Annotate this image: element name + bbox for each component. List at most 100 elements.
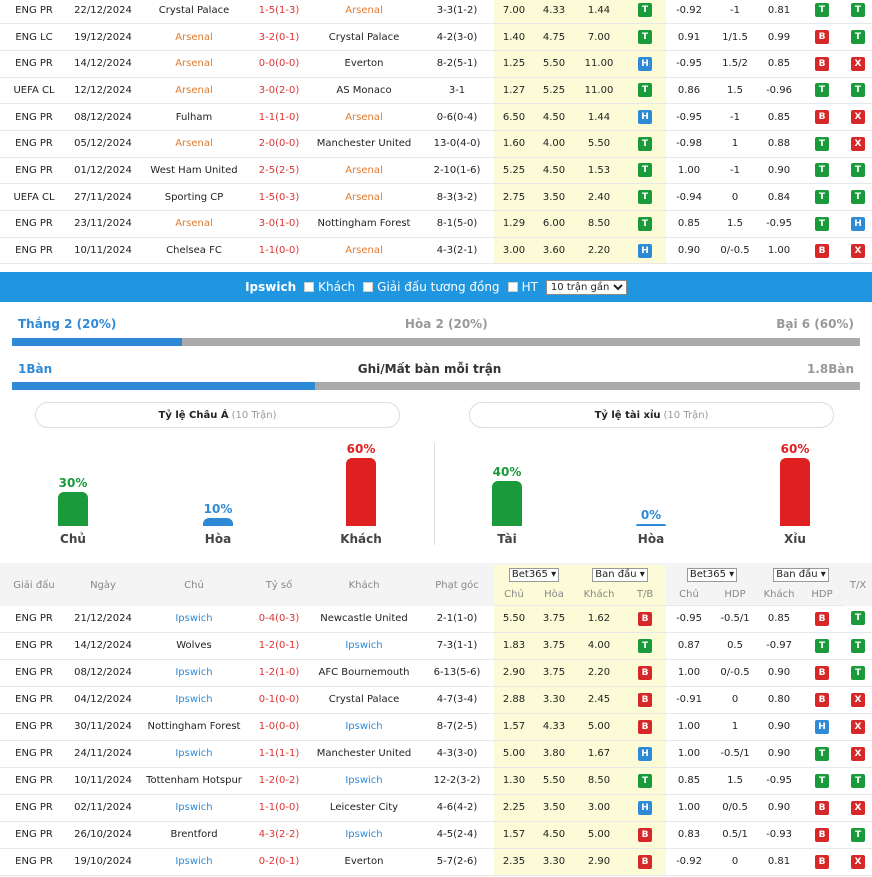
table-row[interactable]: ENG PR 10/11/2024 Tottenham Hotspur 1-2(0-2… <box>0 767 872 795</box>
away-team[interactable]: Everton <box>308 848 420 876</box>
table-row[interactable]: UEFA CL 12/12/2024 Arsenal 3-0(2-0) AS Monac… <box>0 77 872 105</box>
score[interactable]: 1-1(0-0) <box>250 237 308 265</box>
table-row[interactable]: ENG PR 02/11/2024 Ipswich 1-1(0-0) Leicester… <box>0 794 872 822</box>
table-row[interactable]: ENG PR 24/11/2024 Ipswich 1-1(1-1) Mancheste… <box>0 740 872 768</box>
table-row[interactable]: ENG PR 08/12/2024 Fulham 1-1(1-0) Arsenal 0-6… <box>0 103 872 131</box>
home-team[interactable]: Brentford <box>138 821 250 849</box>
bookie-select-1x2[interactable]: Bet365 ▾ <box>508 568 560 582</box>
away-filter[interactable]: Khách <box>304 280 355 294</box>
score[interactable]: 1-5(1-3) <box>250 0 308 25</box>
score[interactable]: 3-0(1-0) <box>250 210 308 238</box>
score[interactable]: 1-2(1-0) <box>250 659 308 687</box>
score[interactable]: 1-1(0-0) <box>250 794 308 822</box>
tx-result: X <box>844 130 872 158</box>
score[interactable]: 0-2(0-1) <box>250 848 308 876</box>
table-row[interactable]: ENG PR 01/12/2024 West Ham United 2-5(2-5) A… <box>0 157 872 185</box>
home-team[interactable]: Arsenal <box>138 210 250 238</box>
away-team[interactable]: Newcastle United <box>308 605 420 633</box>
home-team[interactable]: Wolves <box>138 632 250 660</box>
table-row[interactable]: ENG PR 08/12/2024 Ipswich 1-2(1-0) AFC Bourn… <box>0 659 872 687</box>
tx-badge: X <box>851 243 865 258</box>
home-team[interactable]: Tottenham Hotspur <box>138 767 250 795</box>
away-team[interactable]: AS Monaco <box>308 77 420 105</box>
score[interactable]: 1-1(1-0) <box>250 103 308 131</box>
home-team[interactable]: West Ham United <box>138 157 250 185</box>
tb-badge: B <box>638 611 653 626</box>
score[interactable]: 1-1(1-1) <box>250 740 308 768</box>
away-checkbox[interactable] <box>304 282 315 292</box>
away-team[interactable]: Crystal Palace <box>308 686 420 714</box>
home-team[interactable]: Ipswich <box>138 686 250 714</box>
away-team[interactable]: Arsenal <box>308 0 420 25</box>
away-team[interactable]: Ipswich <box>308 632 420 660</box>
tb-result: B <box>624 713 667 741</box>
home-team[interactable]: Sporting CP <box>138 183 250 211</box>
table-row[interactable]: ENG PR 30/11/2024 Nottingham Forest 1-0(0-0… <box>0 713 872 741</box>
away-team[interactable]: Ipswich <box>308 713 420 741</box>
table-row[interactable]: ENG PR 21/12/2024 Ipswich 0-4(0-3) Newcastle… <box>0 605 872 633</box>
ht-filter[interactable]: HT <box>507 280 538 294</box>
score[interactable]: 0-1(0-0) <box>250 686 308 714</box>
table-row[interactable]: UEFA CL 27/11/2024 Sporting CP 1-5(0-3) Arse… <box>0 183 872 211</box>
score[interactable]: 3-2(0-1) <box>250 23 308 51</box>
initial-select-hdp[interactable]: Ban đầu ▾ <box>773 568 829 582</box>
same-league-checkbox[interactable] <box>363 282 374 292</box>
home-team[interactable]: Fulham <box>138 103 250 131</box>
away-team[interactable]: Everton <box>308 50 420 78</box>
score[interactable]: 2-0(0-0) <box>250 130 308 158</box>
score[interactable]: 0-4(0-3) <box>250 605 308 633</box>
away-team[interactable]: Arsenal <box>308 237 420 265</box>
table-row[interactable]: ENG PR 22/12/2024 Crystal Palace 1-5(1-3) Ar… <box>0 0 872 25</box>
away-team[interactable]: Ipswich <box>308 767 420 795</box>
score[interactable]: 1-5(0-3) <box>250 183 308 211</box>
same-league-filter[interactable]: Giải đấu tương đồng <box>363 280 500 294</box>
table-row[interactable]: ENG PR 26/10/2024 Brentford 4-3(2-2) Ipswich… <box>0 821 872 849</box>
table-row[interactable]: ENG LC 19/12/2024 Arsenal 3-2(0-1) Crystal P… <box>0 23 872 51</box>
table-row[interactable]: ENG PR 19/10/2024 Ipswich 0-2(0-1) Everton 5-… <box>0 848 872 876</box>
home-team[interactable]: Crystal Palace <box>138 0 250 25</box>
home-team[interactable]: Arsenal <box>138 50 250 78</box>
away-team[interactable]: Arsenal <box>308 157 420 185</box>
away-team[interactable]: AFC Bournemouth <box>308 659 420 687</box>
hdp-home: -0.95 <box>666 605 713 633</box>
score[interactable]: 1-2(0-1) <box>250 632 308 660</box>
bookie-select-hdp[interactable]: Bet365 ▾ <box>686 568 738 582</box>
home-team[interactable]: Ipswich <box>138 605 250 633</box>
home-team[interactable]: Ipswich <box>138 659 250 687</box>
score[interactable]: 4-3(2-2) <box>250 821 308 849</box>
home-team[interactable]: Arsenal <box>138 130 250 158</box>
ht-checkbox[interactable] <box>507 282 518 292</box>
table-row[interactable]: ENG PR 05/12/2024 Arsenal 2-0(0-0) Mancheste… <box>0 130 872 158</box>
score[interactable]: 1-0(0-0) <box>250 713 308 741</box>
away-team[interactable]: Ipswich <box>308 821 420 849</box>
table-row[interactable]: ENG PR 10/11/2024 Chelsea FC 1-1(0-0) Arsena… <box>0 237 872 265</box>
score[interactable]: 1-2(0-2) <box>250 767 308 795</box>
home-team[interactable]: Ipswich <box>138 740 250 768</box>
home-team[interactable]: Chelsea FC <box>138 237 250 265</box>
asian-handicap-tab[interactable]: Tỷ lệ Châu Á (10 Trận) <box>35 402 400 428</box>
match-count-select[interactable]: 10 trận gần <box>545 279 627 295</box>
home-team[interactable]: Ipswich <box>138 848 250 876</box>
away-team[interactable]: Nottingham Forest <box>308 210 420 238</box>
away-team[interactable]: Leicester City <box>308 794 420 822</box>
table-row[interactable]: ENG PR 04/12/2024 Ipswich 0-1(0-0) Crystal P… <box>0 686 872 714</box>
over-under-tab[interactable]: Tỷ lệ tài xỉu (10 Trận) <box>469 402 834 428</box>
away-team[interactable]: Manchester United <box>308 130 420 158</box>
home-team[interactable]: Ipswich <box>138 794 250 822</box>
score[interactable]: 2-5(2-5) <box>250 157 308 185</box>
odds-away: 1.44 <box>574 0 624 25</box>
table-row[interactable]: ENG PR 14/12/2024 Wolves 1-2(0-1) Ipswich 7-3… <box>0 632 872 660</box>
away-team[interactable]: Crystal Palace <box>308 23 420 51</box>
away-team[interactable]: Arsenal <box>308 183 420 211</box>
score[interactable]: 0-0(0-0) <box>250 50 308 78</box>
score[interactable]: 3-0(2-0) <box>250 77 308 105</box>
table-row[interactable]: ENG PR 14/12/2024 Arsenal 0-0(0-0) Everton 8-… <box>0 50 872 78</box>
table-row[interactable]: ENG PR 23/11/2024 Arsenal 3-0(1-0) Nottingha… <box>0 210 872 238</box>
home-team[interactable]: Arsenal <box>138 77 250 105</box>
hdp-badge: B <box>815 30 829 45</box>
away-team[interactable]: Manchester United <box>308 740 420 768</box>
initial-select-1x2[interactable]: Ban đầu ▾ <box>592 568 648 582</box>
home-team[interactable]: Arsenal <box>138 23 250 51</box>
home-team[interactable]: Nottingham Forest <box>138 713 250 741</box>
away-team[interactable]: Arsenal <box>308 103 420 131</box>
